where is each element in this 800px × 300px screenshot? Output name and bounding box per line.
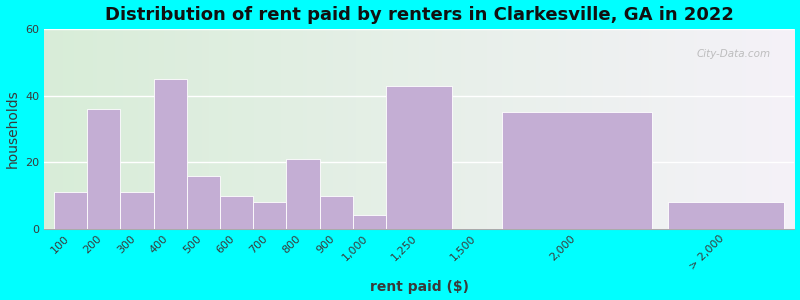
Bar [254, 202, 286, 229]
Bar [286, 159, 320, 229]
Bar [502, 112, 652, 229]
Bar [320, 196, 353, 229]
Bar [220, 196, 254, 229]
Bar [154, 79, 187, 229]
X-axis label: rent paid ($): rent paid ($) [370, 280, 469, 294]
Y-axis label: households: households [6, 90, 19, 168]
Bar [187, 176, 220, 229]
Title: Distribution of rent paid by renters in Clarkesville, GA in 2022: Distribution of rent paid by renters in … [105, 6, 734, 24]
Bar [353, 215, 386, 229]
Bar [386, 86, 453, 229]
Bar [87, 109, 121, 229]
Bar [668, 202, 785, 229]
Bar [121, 192, 154, 229]
Bar [54, 192, 87, 229]
Text: City-Data.com: City-Data.com [697, 49, 771, 59]
